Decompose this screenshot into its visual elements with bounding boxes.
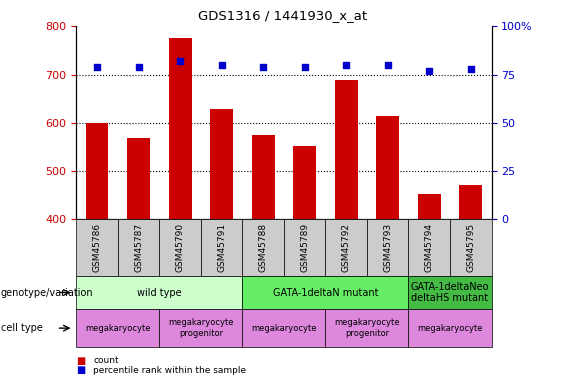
Text: percentile rank within the sample: percentile rank within the sample — [93, 366, 246, 375]
Text: GATA-1deltaNeo
deltaHS mutant: GATA-1deltaNeo deltaHS mutant — [411, 282, 489, 303]
Text: GSM45793: GSM45793 — [383, 223, 392, 272]
Point — [425, 68, 434, 74]
Point — [259, 64, 268, 70]
Text: megakaryocyte: megakaryocyte — [251, 324, 316, 333]
Text: megakaryocyte
progenitor: megakaryocyte progenitor — [168, 318, 233, 338]
Point — [93, 64, 102, 70]
Bar — [252, 135, 275, 219]
Text: wild type: wild type — [137, 288, 181, 297]
Point — [300, 64, 309, 70]
Bar — [376, 116, 399, 219]
Text: GSM45792: GSM45792 — [342, 223, 351, 272]
Point — [217, 62, 226, 68]
Text: genotype/variation: genotype/variation — [1, 288, 93, 297]
Text: GSM45788: GSM45788 — [259, 223, 268, 272]
Bar — [418, 194, 441, 219]
Text: megakaryocyte
progenitor: megakaryocyte progenitor — [334, 318, 399, 338]
Point — [383, 62, 392, 68]
Bar — [169, 38, 192, 219]
Text: megakaryocyte: megakaryocyte — [85, 324, 150, 333]
Text: GSM45794: GSM45794 — [425, 223, 434, 272]
Bar — [86, 123, 108, 219]
Text: ■: ■ — [76, 365, 85, 375]
Point — [176, 58, 185, 64]
Bar — [293, 146, 316, 219]
Text: GDS1316 / 1441930_x_at: GDS1316 / 1441930_x_at — [198, 9, 367, 22]
Text: GATA-1deltaN mutant: GATA-1deltaN mutant — [273, 288, 378, 297]
Text: GSM45791: GSM45791 — [217, 223, 226, 272]
Bar — [459, 184, 482, 219]
Text: count: count — [93, 356, 119, 365]
Text: GSM45795: GSM45795 — [466, 223, 475, 272]
Point — [342, 62, 351, 68]
Text: cell type: cell type — [1, 323, 42, 333]
Text: GSM45789: GSM45789 — [300, 223, 309, 272]
Text: megakaryocyte: megakaryocyte — [418, 324, 483, 333]
Bar — [210, 109, 233, 219]
Text: GSM45790: GSM45790 — [176, 223, 185, 272]
Bar — [127, 138, 150, 219]
Text: ■: ■ — [76, 356, 85, 366]
Point — [134, 64, 143, 70]
Text: GSM45786: GSM45786 — [93, 223, 102, 272]
Text: GSM45787: GSM45787 — [134, 223, 143, 272]
Bar — [335, 80, 358, 219]
Point — [466, 66, 475, 72]
